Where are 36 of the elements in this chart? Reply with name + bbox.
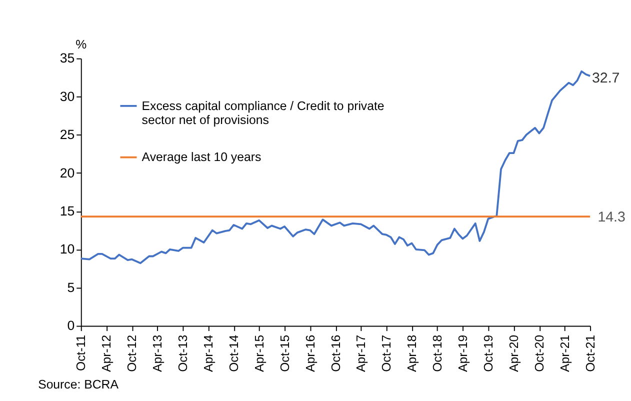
data-label: 32.7 (592, 70, 620, 87)
x-tick-label: Oct-16 (328, 334, 343, 372)
x-tick-label: Apr-17 (354, 334, 368, 372)
x-tick-label: Oct-18 (430, 334, 445, 372)
y-tick-label: 35 (60, 50, 75, 66)
legend-label: Average last 10 years (142, 150, 262, 164)
x-tick-label: Oct-14 (226, 334, 241, 372)
x-tick-label: Apr-18 (405, 334, 420, 372)
x-tick-label: Apr-20 (506, 334, 521, 372)
y-tick-label: 5 (67, 280, 75, 295)
y-tick-label: 20 (60, 165, 75, 180)
source-note: Source: BCRA (38, 378, 120, 392)
line-series (80, 70, 592, 264)
y-tick-label: 10 (60, 242, 75, 257)
annotation: 14.3 (598, 209, 626, 226)
legend-label: Excess capital compliance / Credit to private sector net of provisions (142, 98, 384, 128)
x-tick-label: Oct-19 (481, 334, 496, 372)
x-tick-label: Apr-12 (100, 334, 114, 372)
x-tick-label: Oct-20 (532, 334, 546, 372)
x-tick-label: Oct-12 (125, 334, 140, 372)
x-tick-label: Oct-17 (380, 334, 394, 372)
x-tick-label: Apr-19 (456, 334, 470, 372)
x-tick-label: Apr-15 (252, 334, 266, 372)
x-tick-label: Apr-21 (558, 334, 572, 372)
x-tick-label: Apr-14 (201, 334, 216, 372)
x-tick-label: Oct-13 (176, 334, 190, 372)
x-tick-label: Oct-15 (278, 334, 292, 372)
y-axis-title: % (76, 37, 87, 52)
x-tick-label: Apr-13 (150, 334, 165, 372)
y-tick-label: 15 (60, 203, 75, 218)
x-tick-label: Oct-21 (583, 334, 598, 372)
y-tick-label: 0 (67, 318, 75, 334)
x-tick-label: Oct-11 (74, 334, 88, 372)
y-tick-label: 25 (60, 127, 75, 142)
y-tick-label: 30 (60, 88, 75, 104)
x-tick-label: Apr-16 (303, 334, 318, 372)
